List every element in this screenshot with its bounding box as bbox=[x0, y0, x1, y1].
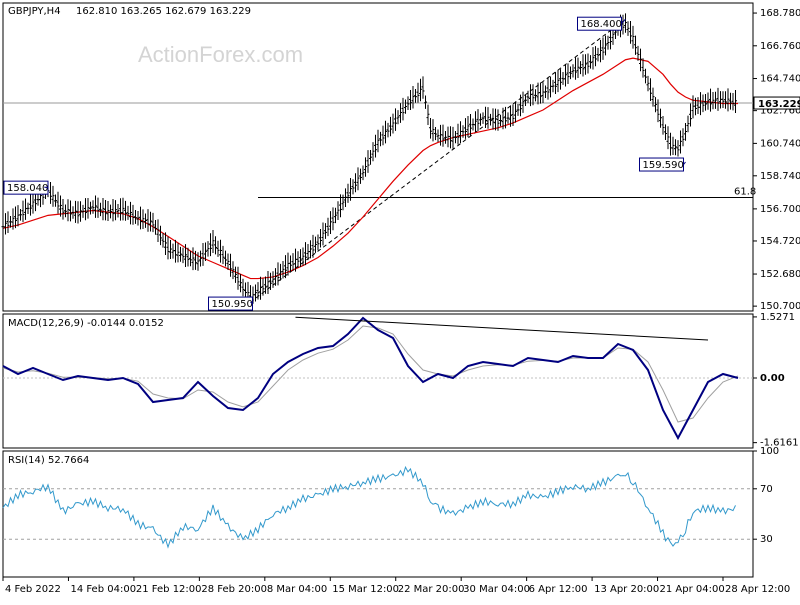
rsi-line bbox=[2, 465, 736, 549]
x-tick-label: 28 Feb 20:00 bbox=[201, 584, 267, 595]
x-tick-label: 6 Apr 12:00 bbox=[529, 584, 588, 595]
panel-frame-1 bbox=[2, 313, 754, 449]
annotation-connector-0 bbox=[621, 18, 626, 25]
price-ytick-label: 164.740 bbox=[760, 74, 800, 85]
watermark-text: ActionForex.com bbox=[138, 42, 303, 67]
macd-trendline bbox=[295, 316, 709, 341]
macd-ytick-label: 0.00 bbox=[760, 373, 785, 384]
annotation-label: 150.950 bbox=[212, 299, 253, 310]
x-tick-label: 30 Mar 04:00 bbox=[463, 584, 530, 595]
current-price-box bbox=[753, 96, 800, 110]
panel-frame-2 bbox=[2, 450, 754, 578]
price-ytick-label: 168.780 bbox=[760, 8, 800, 19]
annotation-label: 158.040 bbox=[7, 183, 48, 194]
macd-line bbox=[2, 316, 739, 441]
fib-level-label: 61.8 bbox=[734, 187, 756, 198]
price-ytick-label: 162.760 bbox=[760, 106, 800, 117]
macd-panel-title: MACD(12,26,9) -0.0144 0.0152 bbox=[8, 318, 164, 329]
rsi-panel-title: RSI(14) 52.7664 bbox=[8, 455, 89, 466]
price-ytick-label: 152.680 bbox=[760, 269, 800, 280]
x-tick-label: 21 Apr 04:00 bbox=[660, 584, 725, 595]
rsi-ytick-label: 30 bbox=[760, 534, 773, 545]
price-bars-group bbox=[1, 13, 737, 309]
x-tick-label: 22 Mar 20:00 bbox=[398, 584, 465, 595]
macd-ytick-label: 1.5271 bbox=[760, 312, 795, 323]
annotation-connector-1 bbox=[683, 161, 686, 165]
macd-ytick-label: -1.6161 bbox=[760, 438, 799, 449]
price-ytick-label: 154.720 bbox=[760, 236, 800, 247]
x-tick-label: 13 Apr 20:00 bbox=[594, 584, 659, 595]
panel-frame-0 bbox=[2, 2, 754, 312]
price-ohlc-text: 162.810 163.265 162.679 163.229 bbox=[76, 6, 251, 17]
x-tick-label: 8 Mar 04:00 bbox=[267, 584, 327, 595]
price-ytick-label: 158.740 bbox=[760, 171, 800, 182]
rsi-ytick-label: 100 bbox=[760, 446, 779, 457]
price-ytick-label: 150.700 bbox=[760, 301, 800, 312]
price-ytick-label: 160.740 bbox=[760, 138, 800, 149]
price-panel-title: GBPJPY,H4 bbox=[8, 6, 61, 17]
annotation-label: 168.400 bbox=[581, 19, 622, 30]
annotation-connector-2 bbox=[44, 186, 49, 189]
annotation-label: 159.590 bbox=[643, 160, 684, 171]
price-ytick-label: 156.700 bbox=[760, 204, 800, 215]
x-tick-label: 21 Feb 12:00 bbox=[136, 584, 202, 595]
rsi-ytick-label: 70 bbox=[760, 484, 773, 495]
current-price-label: 163.229 bbox=[758, 99, 800, 110]
price-ytick-label: 166.760 bbox=[760, 41, 800, 52]
x-tick-label: 28 Apr 12:00 bbox=[725, 584, 790, 595]
x-tick-label: 14 Feb 04:00 bbox=[70, 584, 136, 595]
x-tick-label: 15 Mar 12:00 bbox=[332, 584, 399, 595]
x-tick-label: 4 Feb 2022 bbox=[5, 584, 61, 595]
annotation-connector-3 bbox=[250, 301, 253, 304]
